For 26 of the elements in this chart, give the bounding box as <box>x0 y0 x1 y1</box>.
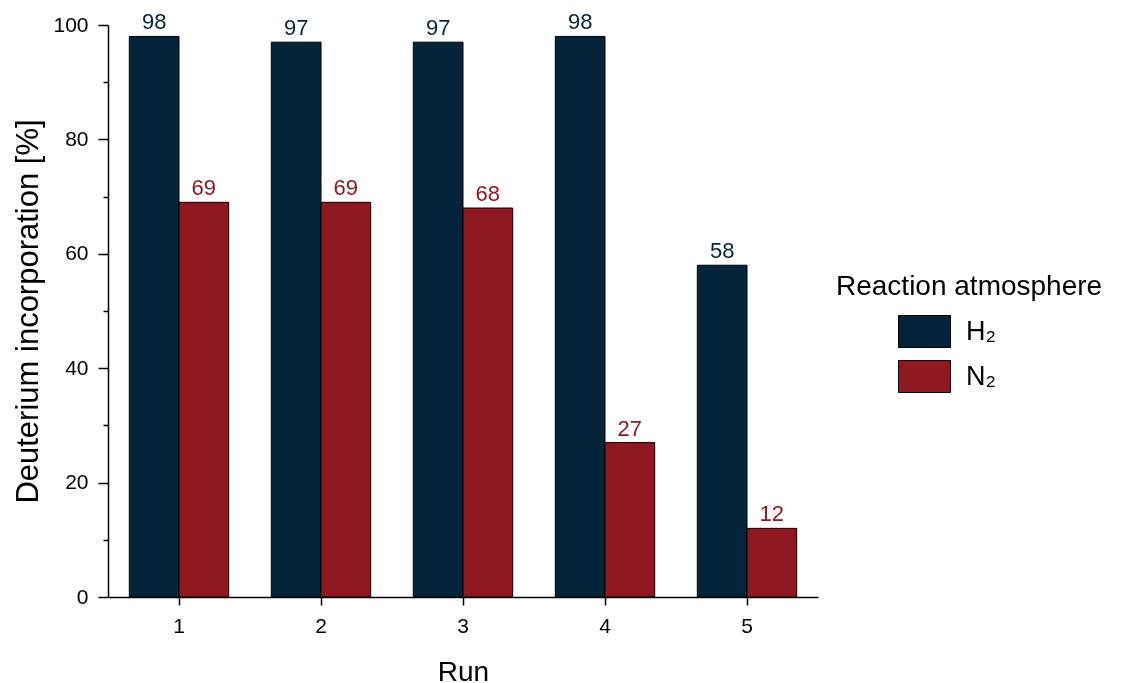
data-label: 97 <box>425 15 451 41</box>
legend-label: N₂ <box>966 360 996 391</box>
y-tick-label: 100 <box>53 12 89 36</box>
legend-title: Reaction atmosphere <box>836 270 1103 301</box>
x-tick-label: 4 <box>599 613 612 637</box>
x-axis-title: Run <box>437 655 490 683</box>
legend-label: H₂ <box>966 315 996 346</box>
y-tick-label: 20 <box>65 470 89 494</box>
y-tick-label: 80 <box>65 126 89 150</box>
y-tick-label: 60 <box>65 241 89 265</box>
x-tick-label: 1 <box>173 613 185 637</box>
x-tick-label: 3 <box>457 613 469 637</box>
x-tick-label: 2 <box>315 613 327 637</box>
data-label: 27 <box>617 415 643 441</box>
data-label: 98 <box>141 9 167 35</box>
y-tick-label: 40 <box>65 355 89 379</box>
data-label: 69 <box>191 175 217 201</box>
data-label: 98 <box>567 9 593 35</box>
data-label: 68 <box>475 181 501 207</box>
data-label: 12 <box>759 501 785 527</box>
data-label: 58 <box>709 238 735 264</box>
x-tick-label: 5 <box>741 613 753 637</box>
y-tick-label: 0 <box>76 584 89 608</box>
data-label: 69 <box>333 175 359 201</box>
y-axis-title: Deuterium incorporation [%] <box>10 119 46 504</box>
data-label: 97 <box>283 15 309 41</box>
